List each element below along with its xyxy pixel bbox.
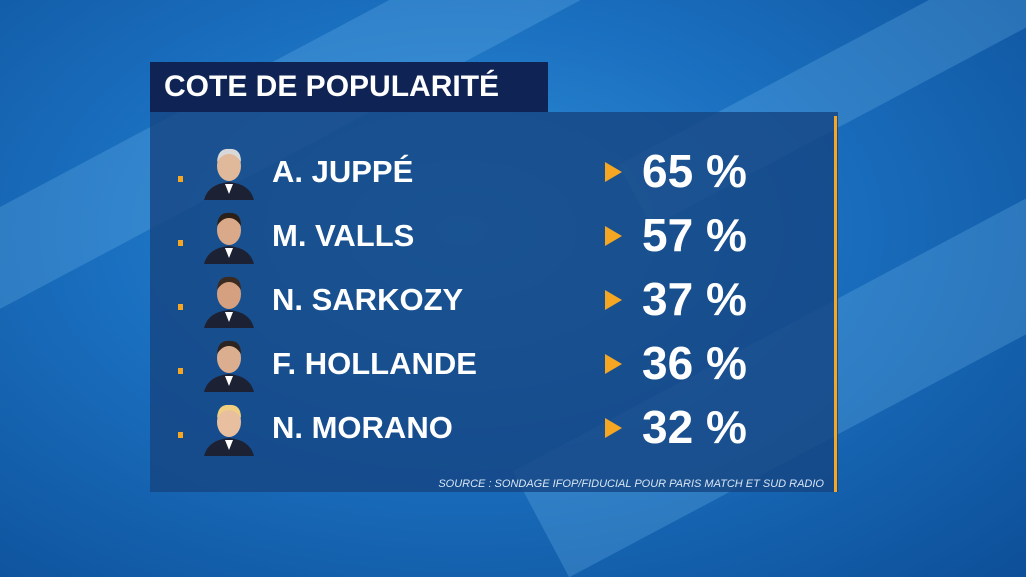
title: COTE DE POPULARITÉ [164, 70, 500, 103]
person-name: N. SARKOZY [272, 282, 464, 317]
title-box: COTE DE POPULARITÉ [150, 62, 548, 112]
portrait [200, 270, 258, 328]
portrait-icon [204, 404, 254, 456]
row: M. VALLS 57 % [150, 206, 838, 266]
portrait [200, 334, 258, 392]
percentage: 32 % [642, 401, 747, 453]
bullet [178, 240, 183, 246]
percentage: 36 % [642, 337, 747, 389]
portrait [200, 142, 258, 200]
row: N. MORANO 32 % [150, 398, 838, 458]
percentage: 65 % [642, 145, 747, 197]
row: A. JUPPÉ 65 % [150, 142, 838, 202]
portrait-icon [204, 212, 254, 264]
arrow [605, 226, 622, 246]
portrait-icon [204, 276, 254, 328]
percentage: 57 % [642, 209, 747, 261]
accent-bar [834, 116, 837, 492]
panel: A. JUPPÉ 65 % M. VALLS 57 % N. SARKOZY 37 % F.… [150, 112, 838, 492]
person-name: A. JUPPÉ [272, 154, 414, 189]
arrow [605, 354, 622, 374]
bullet [178, 304, 183, 310]
source: SOURCE : SONDAGE IFOP/FIDUCIAL POUR PARI… [438, 478, 824, 490]
bullet [178, 368, 183, 374]
person-name: M. VALLS [272, 218, 415, 253]
portrait-icon [204, 340, 254, 392]
row: N. SARKOZY 37 % [150, 270, 838, 330]
bullet [178, 176, 183, 182]
arrow [605, 290, 622, 310]
arrow [605, 162, 622, 182]
percentage: 37 % [642, 273, 747, 325]
portrait [200, 398, 258, 456]
arrow [605, 418, 622, 438]
row: F. HOLLANDE 36 % [150, 334, 838, 394]
person-name: F. HOLLANDE [272, 346, 477, 381]
bullet [178, 432, 183, 438]
portrait-icon [204, 148, 254, 200]
person-name: N. MORANO [272, 410, 453, 445]
portrait [200, 206, 258, 264]
